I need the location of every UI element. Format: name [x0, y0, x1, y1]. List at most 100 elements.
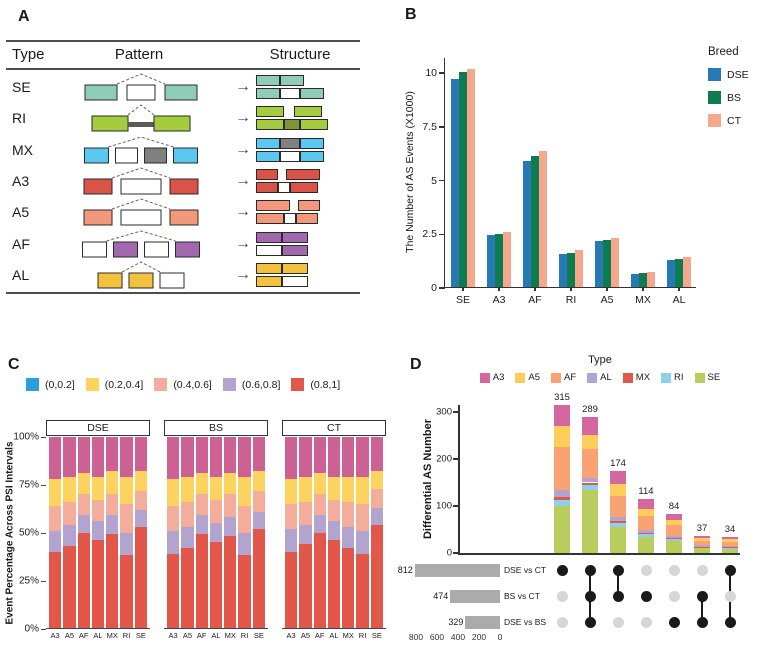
structure-box: [296, 213, 318, 225]
stacked-bar-ri: [238, 437, 251, 628]
bar-segment: [252, 511, 265, 529]
stacked-bar-al: [209, 437, 223, 628]
set-name-label: DSE vs BS: [504, 617, 547, 627]
x-category-label: A5: [182, 631, 193, 640]
as-type-row: AL →: [6, 260, 360, 291]
stacked-bar-al: [327, 437, 341, 628]
bar-segment: [356, 477, 369, 504]
x-category-label: RI: [358, 631, 367, 640]
legend-swatch: [708, 114, 721, 127]
bar-segment: [181, 477, 194, 502]
structure-box: [286, 168, 320, 180]
bar-dse-af: [523, 161, 531, 287]
upset-dot: [724, 564, 736, 576]
bar-segment: [209, 542, 223, 628]
bar-segment: [106, 494, 119, 516]
bar-segment: [313, 437, 326, 474]
bar-segment: [285, 479, 298, 504]
bar-segment: [63, 545, 76, 628]
stacked-bar-a5: [63, 437, 76, 628]
bar-segment-mx: [554, 496, 570, 501]
bar-bs-af: [531, 155, 539, 287]
legend-swatch: [587, 372, 598, 383]
y-tick-mark: [453, 458, 458, 460]
x-category-label: SE: [455, 294, 470, 306]
upset-dot: [640, 616, 652, 628]
structure-line: [256, 276, 360, 288]
legend-swatch: [661, 372, 672, 383]
bar-segment: [327, 477, 341, 501]
bar-segment: [195, 534, 208, 628]
bar-segment: [313, 515, 326, 533]
x-category-label: A3: [286, 631, 296, 640]
bar-dse-se: [451, 78, 459, 287]
upset-dot: [556, 616, 568, 628]
as-type-label: AL: [12, 267, 30, 284]
bar-segment-af: [582, 449, 598, 478]
legend-label: SE: [707, 372, 721, 383]
bar-bs-al: [675, 259, 683, 287]
pattern-diagram: [52, 197, 230, 227]
set-size-bar: [465, 615, 500, 629]
bar-segment: [285, 551, 298, 628]
bar-segment: [370, 437, 383, 472]
structure-box: [294, 106, 322, 118]
x-category-labels: A3 A5 AF AL MX RI SE: [282, 631, 386, 640]
structure-box: [284, 213, 296, 225]
upset-dot: [584, 590, 596, 602]
bar-dse-a3: [487, 235, 495, 287]
bar-segment: [49, 479, 62, 506]
bar-segment: [342, 437, 355, 478]
structure-box: [280, 137, 300, 149]
bar-segment: [252, 437, 265, 472]
upset-dot: [612, 590, 624, 602]
x-category-label: RI: [122, 631, 131, 640]
y-tick-label: 50%: [18, 527, 39, 539]
bar-segment: [63, 524, 76, 546]
bar-segment: [238, 532, 251, 556]
bar-segment: [370, 488, 383, 508]
bar-segment-a5: [554, 426, 570, 448]
legend-swatch: [26, 378, 39, 391]
stacked-bar-al: [91, 437, 105, 628]
as-type-row: MX →: [6, 134, 360, 165]
bar-segment: [299, 543, 312, 628]
bar-segment: [327, 500, 341, 522]
size-axis-tick-label: 800: [408, 632, 424, 642]
bar-segment: [167, 479, 180, 506]
bar-segment-al: [694, 545, 710, 547]
structure-line: [256, 119, 360, 131]
x-category-label: MX: [106, 631, 118, 640]
panel-c-legend: (0,0.2] (0.2,0.4] (0.4,0.6] (0.6,0.8] (0.8,1…: [26, 378, 340, 391]
structure-line: [256, 87, 360, 99]
y-tick-label: 75%: [18, 479, 39, 491]
bar-value-label: 37: [696, 522, 708, 534]
bar-segment: [313, 494, 326, 516]
structure-box: [280, 87, 300, 99]
upset-dot: [556, 564, 568, 576]
bar-ct-al: [683, 256, 691, 287]
bar-segment: [91, 437, 105, 478]
bar-segment-ri: [666, 539, 682, 542]
as-type-label: AF: [12, 235, 30, 252]
legend-items: A3 A5 AF AL MX RI SE: [460, 372, 740, 383]
bar-segment: [106, 534, 119, 628]
bar-segment-ri: [582, 485, 598, 490]
bar-segment-af: [722, 541, 738, 546]
bar-segment: [195, 515, 208, 535]
structure-line: [256, 150, 360, 162]
structure-line: [256, 74, 360, 86]
arrow-icon: →: [235, 77, 251, 95]
panel-c-label: C: [8, 356, 20, 373]
structure-box: [256, 200, 290, 212]
bar-segment: [299, 477, 312, 502]
bar-segment: [370, 507, 383, 525]
y-tick-label: 300: [436, 406, 452, 418]
x-category-label: MX: [342, 631, 354, 640]
bar-segment: [181, 501, 194, 527]
structure-box: [278, 181, 290, 193]
facet-strip-label: CT: [282, 420, 386, 436]
legend-swatch: [479, 372, 490, 383]
bar-segment-a5: [610, 484, 626, 497]
